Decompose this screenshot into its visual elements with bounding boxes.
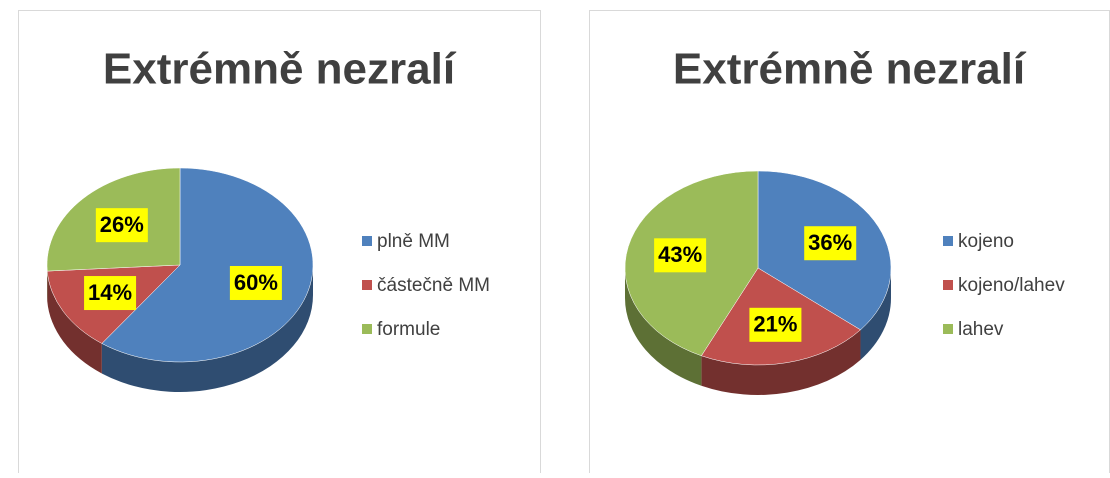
legend-swatch	[362, 324, 372, 334]
legend-label: formule	[377, 319, 440, 340]
data-label: 43%	[658, 242, 702, 267]
legend-swatch	[362, 280, 372, 290]
data-label: 21%	[753, 312, 797, 337]
legend-label: kojeno/lahev	[958, 275, 1065, 296]
chart-title: Extrémně nezralí	[673, 45, 1027, 94]
data-label: 60%	[234, 270, 278, 295]
data-label: 14%	[88, 280, 132, 305]
chart-title: Extrémně nezralí	[103, 45, 457, 94]
legend-label: plně MM	[377, 231, 450, 252]
legend-label: kojeno	[958, 231, 1014, 252]
legend-swatch	[943, 280, 953, 290]
data-label: 26%	[100, 212, 144, 237]
legend-swatch	[943, 324, 953, 334]
data-label: 36%	[808, 230, 852, 255]
legend-swatch	[362, 236, 372, 246]
legend-label: lahev	[958, 319, 1004, 340]
legend-label: částečně MM	[377, 275, 490, 296]
legend-swatch	[943, 236, 953, 246]
